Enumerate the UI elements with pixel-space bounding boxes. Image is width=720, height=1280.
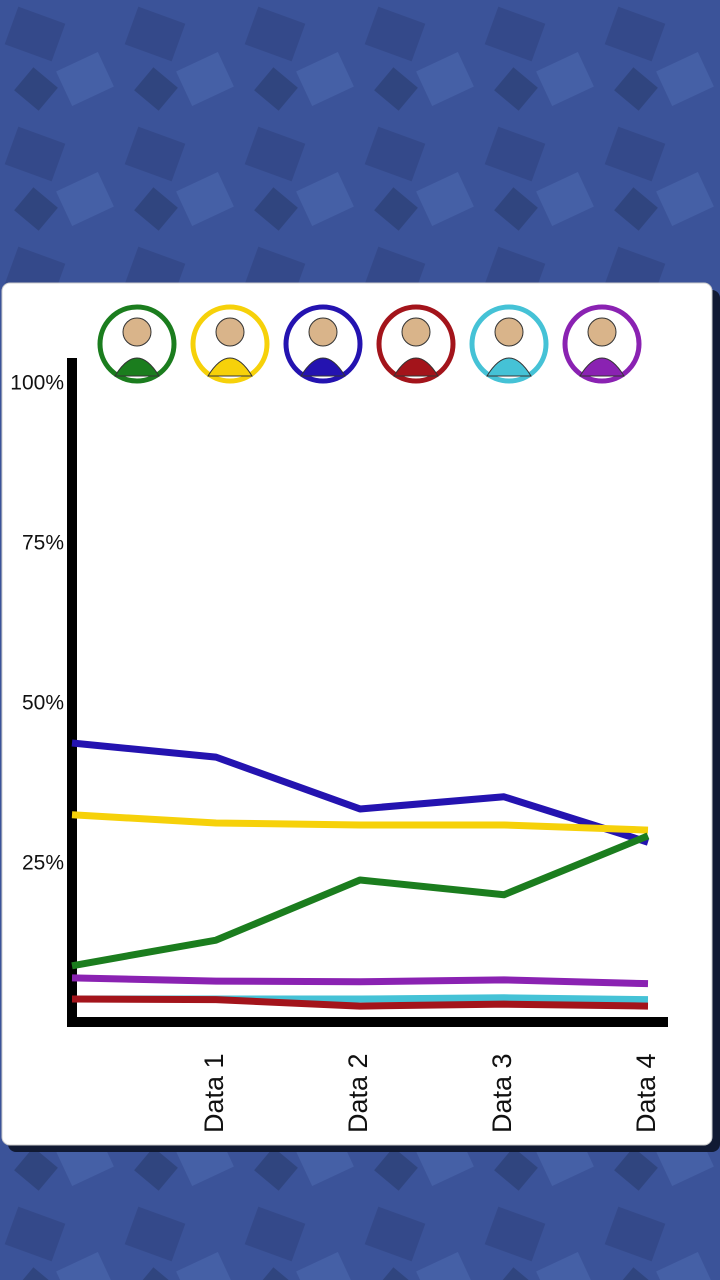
avatar-head	[122, 317, 152, 347]
avatar-head	[401, 317, 431, 347]
y-tick-label: 75%	[22, 532, 64, 555]
x-tick-label: Data 3	[487, 1053, 517, 1133]
avatar-head	[587, 317, 617, 347]
x-tick-label: Data 2	[343, 1053, 373, 1133]
avatar-body	[114, 357, 160, 377]
series-line	[71, 811, 649, 834]
avatar-body	[207, 357, 253, 377]
y-tick-label: 50%	[22, 692, 64, 715]
series-line	[71, 832, 650, 970]
avatar-row	[97, 304, 642, 384]
series-line	[71, 995, 649, 1010]
y-tick-label: 100%	[10, 372, 64, 395]
series-line	[71, 739, 650, 846]
avatar-head	[308, 317, 338, 347]
x-tick-label: Data 1	[199, 1053, 229, 1133]
y-tick-label: 25%	[22, 852, 64, 875]
avatar-head	[215, 317, 245, 347]
avatar-body	[393, 357, 439, 377]
avatar-body	[486, 357, 532, 377]
series-line	[71, 974, 649, 988]
chart-card	[1, 282, 713, 1146]
avatar-body	[579, 357, 625, 377]
x-tick-label: Data 4	[631, 1053, 661, 1133]
avatar-body	[300, 357, 346, 377]
avatar-head	[494, 317, 524, 347]
